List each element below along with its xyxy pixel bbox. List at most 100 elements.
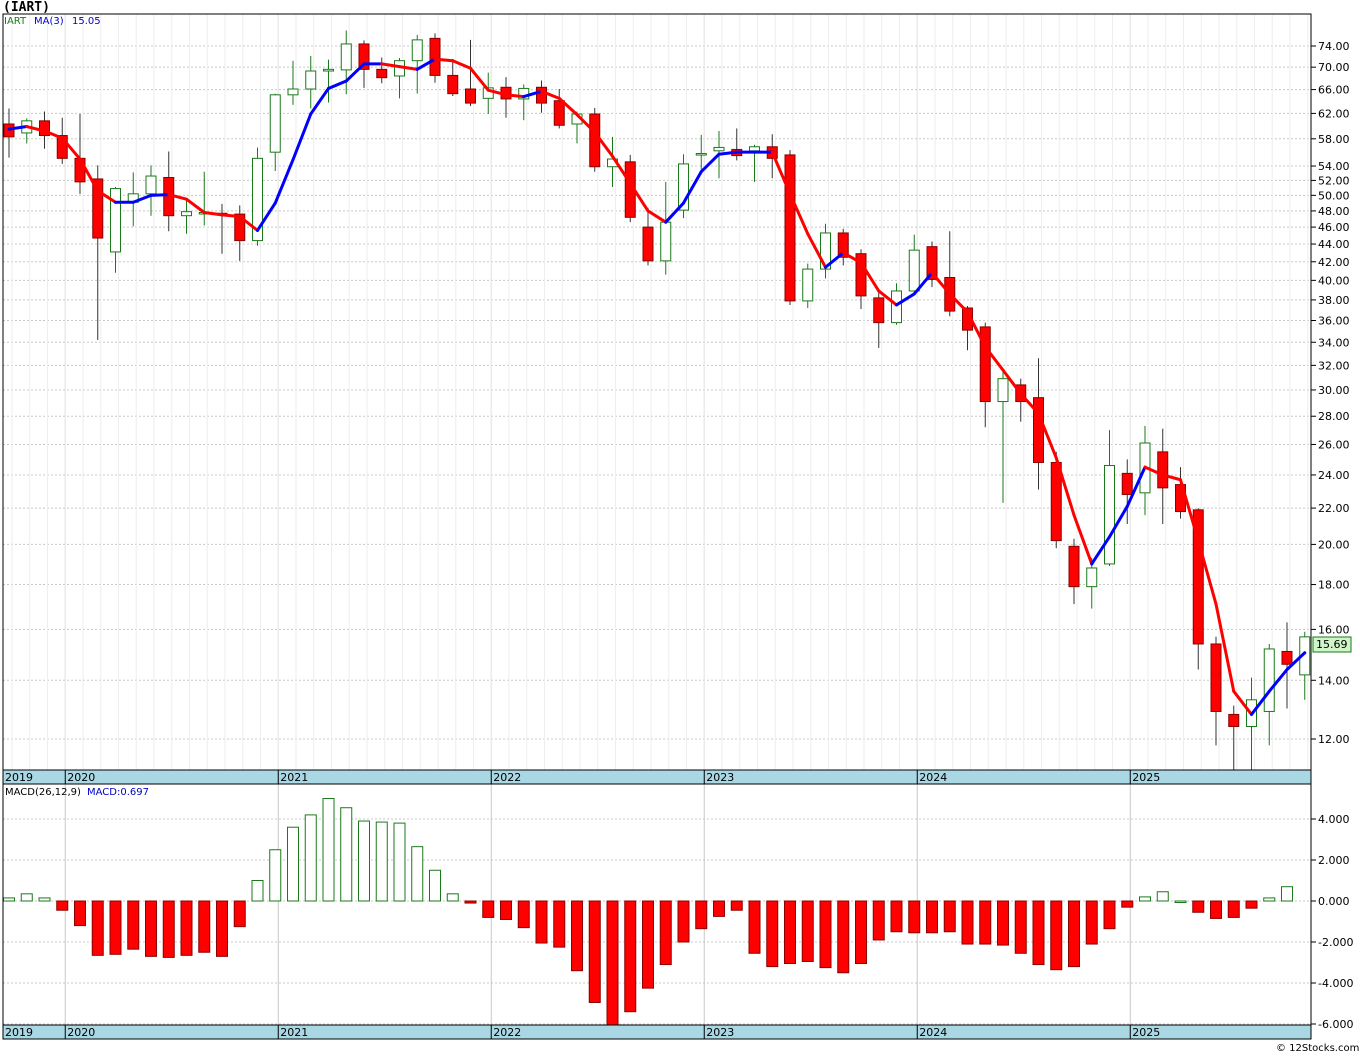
price-tick-label: 44.00 <box>1318 238 1350 251</box>
candle-body <box>837 232 849 258</box>
macd-bar <box>748 900 761 954</box>
macd-bar <box>979 900 992 945</box>
macd-bar <box>1245 900 1258 909</box>
price-legend-ma-label: MA(3) <box>34 16 64 27</box>
macd-bar <box>20 893 33 902</box>
price-tick-label: 12.00 <box>1318 733 1350 746</box>
candle-body <box>1210 643 1222 712</box>
candle <box>997 370 1009 503</box>
moving-average-segment <box>717 150 739 156</box>
moving-average-segment <box>540 89 561 100</box>
macd-bar <box>730 900 743 911</box>
macd-bar <box>766 900 779 968</box>
moving-average-segment <box>770 150 792 196</box>
moving-average-segment <box>273 158 295 205</box>
candle-body <box>908 249 920 292</box>
macd-bar <box>713 900 725 917</box>
macd-bar <box>624 900 637 1013</box>
candle-body <box>926 246 938 280</box>
moving-average-segment <box>1250 689 1271 716</box>
x-axis-label: 2022 <box>493 771 521 784</box>
candle-body <box>642 226 654 262</box>
price-tick-label: 28.00 <box>1318 410 1350 423</box>
price-tick-label: 52.00 <box>1318 174 1350 187</box>
macd-bar <box>358 820 370 902</box>
candle <box>1104 430 1115 566</box>
macd-legend-value: MACD:0.697 <box>87 787 149 798</box>
macd-bar <box>1156 891 1169 902</box>
candle <box>1281 622 1293 709</box>
moving-average-segment <box>664 201 685 224</box>
moving-average-segment <box>646 209 668 224</box>
price-tick-label: 20.00 <box>1318 538 1350 551</box>
moving-average-segment <box>344 62 366 83</box>
moving-average-line <box>7 57 1307 716</box>
macd-bar <box>819 900 832 969</box>
macd-bar <box>322 798 335 902</box>
moving-average-segment <box>327 79 348 90</box>
moving-average-segment <box>380 62 401 69</box>
candle <box>269 93 281 171</box>
macd-histogram <box>3 798 1293 1028</box>
moving-average-segment <box>167 193 188 201</box>
moving-average-segment <box>433 57 455 63</box>
macd-bar <box>677 900 690 943</box>
candle-body <box>1281 650 1293 665</box>
candle-body <box>287 88 299 96</box>
moving-average-segment <box>1285 651 1307 672</box>
candle-body <box>39 120 50 137</box>
moving-average-segment <box>486 88 508 97</box>
moving-average-segment <box>628 181 650 213</box>
candle-body <box>784 154 796 302</box>
moving-average-segment <box>948 292 969 314</box>
candle-body <box>695 153 707 156</box>
macd-bar <box>269 849 282 902</box>
x-axis-label: 2025 <box>1132 771 1160 784</box>
macd-bar <box>56 900 69 911</box>
price-tick-label: 24.00 <box>1318 469 1350 482</box>
x-axis-label: 2024 <box>919 771 947 784</box>
candle <box>447 59 459 96</box>
moving-average-segment <box>256 201 277 232</box>
macd-bar <box>943 900 956 933</box>
candle <box>926 241 938 288</box>
candle <box>553 89 565 129</box>
macd-bar <box>340 807 353 902</box>
macd-bar <box>74 900 86 927</box>
moving-average-segment <box>60 136 82 161</box>
last-price-tag: 15.69 <box>1312 636 1352 653</box>
moving-average-segment <box>611 154 632 185</box>
macd-bar <box>216 900 228 957</box>
moving-average-segment <box>504 93 526 99</box>
candle-body <box>802 268 814 302</box>
price-tick-label: 18.00 <box>1318 579 1350 592</box>
price-x-axis: 2019 2020 2021 2022 2023 2024 2025 <box>2 769 1312 785</box>
macd-bar <box>1210 900 1222 919</box>
moving-average-segment <box>1072 513 1094 566</box>
candle <box>1086 557 1098 609</box>
macd-bar <box>926 900 938 934</box>
macd-bar <box>997 900 1009 946</box>
price-legend-symbol: IART <box>4 16 27 27</box>
candle-body <box>820 232 831 270</box>
x-axis-band <box>2 1024 1312 1040</box>
candle-body <box>269 94 281 153</box>
macd-bar <box>251 880 264 902</box>
candle-body <box>411 39 423 62</box>
macd-bar <box>588 900 601 1003</box>
moving-average-segment <box>841 251 863 265</box>
macd-bar <box>233 900 246 928</box>
price-tick-label: 16.00 <box>1318 623 1350 636</box>
moving-average-segment <box>202 210 224 217</box>
macd-bar <box>198 900 211 953</box>
moving-average-segment <box>1001 368 1023 396</box>
candle <box>56 117 68 164</box>
candle <box>678 154 689 219</box>
macd-bar <box>642 900 654 989</box>
moving-average-segment <box>1090 535 1111 566</box>
macd-bar <box>695 900 708 930</box>
macd-bar <box>180 900 193 956</box>
candle-body <box>56 135 68 159</box>
candle <box>642 207 654 266</box>
x-axis-band <box>2 769 1312 785</box>
